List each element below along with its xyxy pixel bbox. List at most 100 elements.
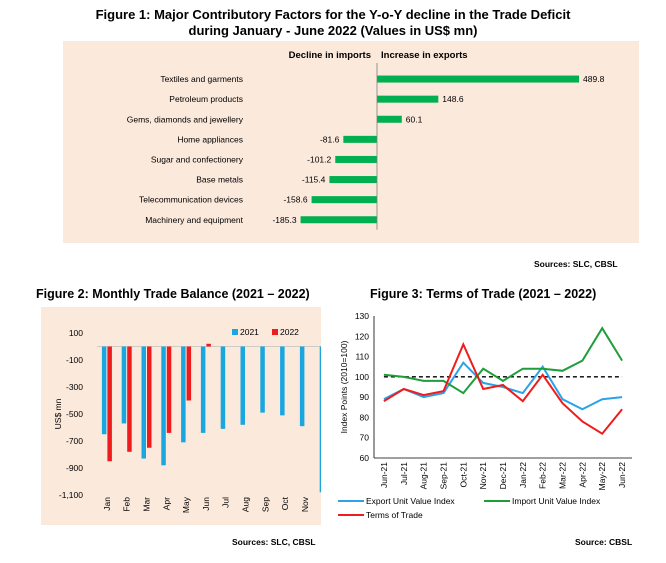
bar-2021-Sep [260,346,265,413]
bar-2022-Jan [107,346,112,462]
bar-2021-Jan [101,346,107,435]
y-tick-label: -1,100 [59,490,83,500]
bar-2021-Jul [220,346,226,429]
y-tick-label: 120 [355,331,369,341]
x-tick-label: Sep-21 [438,462,448,490]
bar-2021-Nov [299,346,305,427]
figure2-title: Figure 2: Monthly Trade Balance (2021 – … [36,287,310,301]
bar-2022-May [186,346,192,401]
figure3-area: 60 70 80 90 100 110 120 130 Index Points (2010=1… [336,305,636,535]
figure2-chart: 100 -100 -300 -500 -700 -900 -1,100 US$ mn Jan Fe… [53,327,335,513]
data-label: -81.6 [320,134,340,144]
y-tick-label: -900 [66,463,83,473]
bar-4 [335,155,377,163]
x-tick-label: Oct-21 [458,462,468,488]
y-tick-label: 70 [360,433,370,443]
header-increase-exports: Increase in exports [381,50,468,61]
x-tick-label: Oct [280,496,290,510]
category-label: Sugar and confectionery [151,154,244,164]
y-tick-label: 110 [355,352,369,362]
legend-label-0: Export Unit Value Index [366,496,455,506]
legend-label-2: Terms of Trade [366,510,423,520]
data-label: 148.6 [442,94,464,104]
header-decline-imports: Decline in imports [289,50,371,61]
bar-2022-Apr [166,346,172,433]
data-label: 60.1 [406,114,423,124]
legend-swatch-2021 [232,329,238,335]
x-tick-label: May [181,496,191,513]
x-tick-label: Feb [122,497,132,512]
figure1-panel: Decline in imports Increase in exports Tex… [63,41,639,243]
bar-1 [377,95,439,103]
x-tick-label: Jul-21 [399,462,409,485]
bar-2022-Mar [147,346,152,448]
bar-3 [343,135,377,143]
bar-2022-Jun [206,343,211,347]
category-label: Home appliances [177,134,243,144]
x-tick-label: Jan [102,497,112,511]
x-tick-label: Jun-21 [379,462,389,488]
x-tick-label: May-22 [597,462,607,491]
y-tick-label: 100 [355,372,369,382]
x-tick-label: Apr [161,497,171,510]
bar-2021-Feb [121,346,127,424]
bar-2021-Oct [280,346,285,416]
figure3-source: Source: CBSL [575,537,633,547]
legend-swatch-2022 [272,329,278,335]
bar-2021-Jun [200,346,206,433]
data-label: -158.6 [283,195,307,205]
figure3-chart: 60 70 80 90 100 110 120 130 Index Points (2010=1… [338,311,632,520]
series-line-1 [383,326,623,395]
category-label: Machinery and equipment [145,215,243,225]
category-label: Base metals [196,175,243,185]
y-tick-label: 80 [360,412,370,422]
series-line-2 [383,341,623,436]
data-label: 489.8 [583,74,605,84]
bar-7 [300,216,377,224]
legend-label-1: Import Unit Value Index [512,496,601,506]
figure1-source: Sources: SLC, CBSL [534,259,618,269]
y-tick-label: 130 [355,311,369,321]
x-tick-label: Nov [300,496,310,512]
category-label: Telecommunication devices [139,195,243,205]
bar-2 [377,115,402,123]
x-tick-label: Jul [221,497,231,508]
figure1-title-line2: during January - June 2022 (Values in US… [188,23,478,38]
x-tick-label: Jun [201,497,211,511]
legend-label-2022: 2022 [280,327,299,337]
legend-label-2021: 2021 [240,327,259,337]
bar-2021-Aug [240,346,245,425]
x-tick-label: Nov-21 [478,462,488,490]
x-tick-label: Dec [320,496,321,512]
data-label: -115.4 [302,175,326,185]
series-line-0 [383,361,623,411]
bar-2021-Mar [141,346,146,459]
bar-2021-May [181,346,186,443]
y-axis-label: US$ mn [53,398,63,429]
figure1-chart: Decline in imports Increase in exports Tex… [127,50,605,230]
data-label: -185.3 [272,215,296,225]
category-label: Petroleum products [169,94,243,104]
x-tick-label: Aug [241,497,251,512]
bar-5 [329,176,377,184]
y-axis-label: Index Points (2010=100) [339,340,349,433]
y-tick-label: -100 [66,355,83,365]
x-tick-label: Jun-22 [617,462,627,488]
x-tick-label: Mar [142,497,152,512]
bar-0 [377,75,580,83]
y-tick-label: 90 [360,392,370,402]
y-tick-label: -700 [66,436,83,446]
y-tick-label: 100 [69,328,83,338]
data-label: -101.2 [307,154,331,164]
x-tick-label: Mar-22 [558,462,568,489]
x-tick-label: Aug-21 [419,462,429,490]
figure2-source: Sources: SLC, CBSL [232,537,316,547]
y-tick-label: -300 [66,382,83,392]
y-tick-label: 60 [360,453,370,463]
y-tick-label: -500 [66,409,83,419]
bar-2021-Dec [319,346,325,493]
bar-2022-Feb [127,346,132,452]
x-tick-label: Apr-22 [577,462,587,488]
bar-2021-Apr [161,346,166,466]
bar-6 [311,196,377,204]
